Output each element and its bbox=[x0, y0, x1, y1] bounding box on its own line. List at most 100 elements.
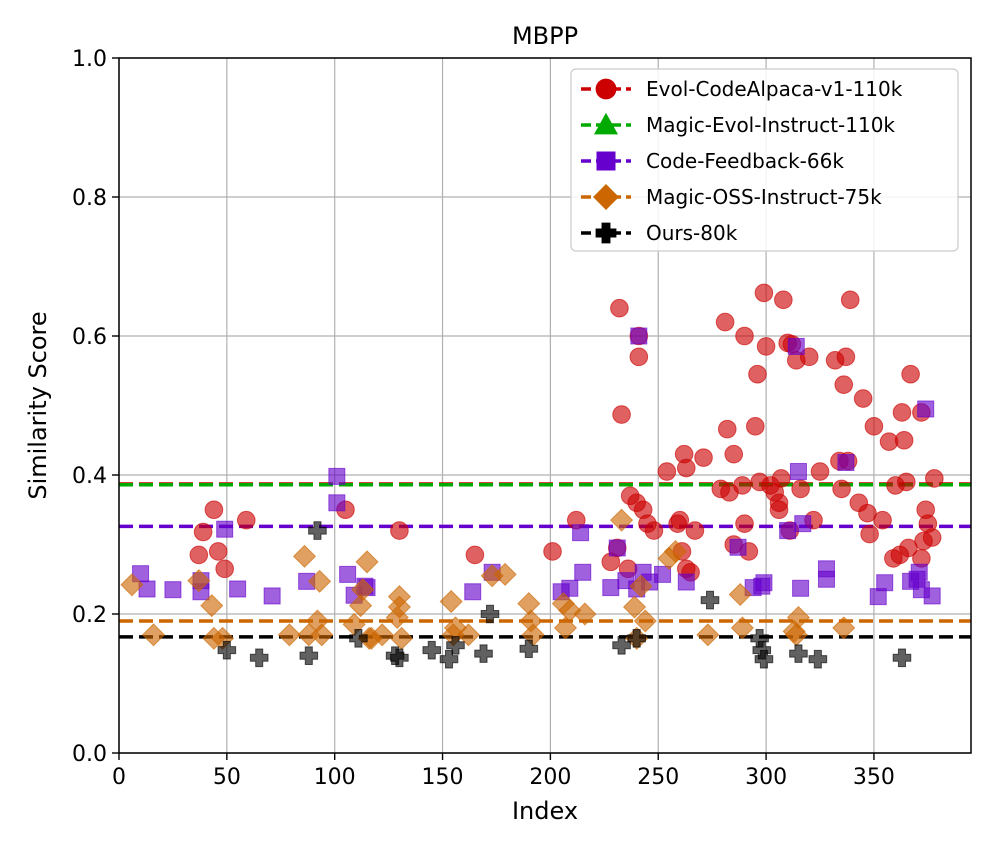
series-0-point bbox=[733, 476, 752, 495]
series-3-point bbox=[456, 623, 481, 647]
series-0-point bbox=[465, 545, 485, 565]
x-tick-label: 150 bbox=[422, 765, 464, 790]
chart-title: MBPP bbox=[512, 22, 578, 50]
series-3-point bbox=[120, 573, 144, 597]
series-3-point bbox=[200, 594, 224, 618]
series-0-point bbox=[612, 405, 631, 424]
series-2-point bbox=[817, 570, 835, 588]
series-2-point bbox=[561, 579, 579, 597]
legend: Evol-CodeAlpaca-v1-110k Magic-Evol-Instru… bbox=[570, 68, 959, 252]
legend-box bbox=[570, 68, 959, 252]
series-0-point bbox=[899, 538, 918, 558]
series-2-point bbox=[216, 520, 234, 538]
series-2-point bbox=[779, 522, 797, 540]
series-0-point bbox=[236, 510, 256, 530]
series-2-point bbox=[917, 400, 935, 418]
series-0-point bbox=[644, 521, 664, 540]
x-tick-label: 100 bbox=[314, 765, 356, 790]
series-2-point bbox=[910, 563, 928, 581]
x-tick-label: 0 bbox=[112, 765, 126, 790]
series-3-points bbox=[120, 508, 856, 650]
series-2-point bbox=[602, 579, 620, 597]
legend-label: Magic-Evol-Instruct-110k bbox=[646, 113, 895, 137]
series-3-point bbox=[663, 539, 688, 564]
series-3-point bbox=[439, 589, 463, 614]
series-3-point bbox=[786, 605, 811, 630]
y-tick-label: 0.6 bbox=[72, 325, 107, 350]
series-0-point bbox=[735, 326, 754, 346]
ticks-layer: 0 50 100 150 200 250 300 350 0.0 0.2 0.4 0.6 0.8 1.0 bbox=[72, 47, 895, 790]
series-2-point bbox=[229, 580, 247, 598]
series-0-point bbox=[799, 347, 819, 367]
series-2-point bbox=[677, 573, 695, 591]
series-0-point bbox=[694, 448, 713, 467]
series-0-point bbox=[925, 469, 944, 488]
series-4-point bbox=[422, 640, 442, 660]
series-2-point bbox=[792, 579, 810, 597]
series-4-point bbox=[480, 604, 500, 624]
y-tick-label: 0.2 bbox=[72, 603, 107, 628]
series-0-point bbox=[873, 510, 892, 530]
series-0-point bbox=[543, 542, 562, 561]
series-0-point bbox=[735, 514, 754, 533]
series-0-point bbox=[791, 479, 810, 499]
series-0-point bbox=[685, 521, 705, 540]
series-3-point bbox=[277, 623, 301, 647]
series-4-point bbox=[627, 629, 646, 648]
series-0-point bbox=[189, 545, 209, 565]
series-0-point bbox=[748, 364, 767, 384]
series-4-point bbox=[754, 649, 774, 669]
series-0-point bbox=[836, 347, 856, 367]
series-2-point bbox=[876, 574, 894, 592]
series-3-point bbox=[493, 562, 517, 586]
series-0-point bbox=[715, 312, 735, 332]
series-0-point bbox=[208, 542, 228, 561]
x-tick-label: 350 bbox=[853, 765, 895, 790]
legend-label: Code-Feedback-66k bbox=[646, 149, 844, 173]
series-4-point bbox=[474, 644, 493, 663]
legend-label: Evol-CodeAlpaca-v1-110k bbox=[646, 77, 903, 101]
series-3-point bbox=[387, 585, 411, 609]
series-0-point bbox=[724, 444, 744, 464]
series-0-point bbox=[610, 298, 629, 318]
series-3-point bbox=[355, 550, 379, 574]
series-0-point bbox=[629, 347, 649, 367]
x-tick-label: 200 bbox=[529, 765, 571, 790]
series-0-point bbox=[858, 503, 877, 523]
series-4-point bbox=[308, 521, 327, 540]
series-2-point bbox=[164, 581, 182, 599]
data-points-layer bbox=[120, 283, 944, 669]
plot-frame bbox=[118, 57, 972, 754]
series-3-point bbox=[348, 594, 373, 618]
legend-marker-1 bbox=[593, 112, 619, 135]
legend-marker-2 bbox=[596, 151, 616, 171]
series-0-point bbox=[901, 364, 920, 384]
legend-marker-3 bbox=[593, 184, 619, 210]
series-2-point bbox=[339, 565, 357, 583]
series-3-point bbox=[573, 602, 597, 626]
series-3-point bbox=[622, 595, 647, 619]
series-3-point bbox=[292, 544, 317, 568]
series-4-point bbox=[299, 646, 319, 665]
series-4-point bbox=[789, 644, 808, 663]
series-3-point bbox=[609, 508, 634, 532]
series-4-point bbox=[349, 629, 368, 648]
series-4-point bbox=[892, 648, 912, 668]
series-3-point bbox=[558, 598, 582, 623]
x-tick-label: 50 bbox=[213, 765, 241, 790]
mean-lines-layer bbox=[119, 482, 971, 639]
series-0-point bbox=[746, 417, 765, 436]
series-0-point bbox=[892, 403, 912, 422]
y-tick-label: 0.8 bbox=[72, 186, 107, 211]
series-0-point bbox=[215, 559, 234, 579]
series-0-point bbox=[840, 290, 860, 310]
series-0-point bbox=[717, 419, 737, 439]
series-4-points bbox=[217, 521, 912, 669]
series-4-point bbox=[249, 648, 269, 668]
series-3-point bbox=[633, 609, 657, 633]
series-4-point bbox=[612, 635, 631, 655]
legend-marker-4 bbox=[595, 222, 617, 244]
series-0-point bbox=[390, 521, 409, 540]
series-4-point bbox=[519, 639, 539, 659]
